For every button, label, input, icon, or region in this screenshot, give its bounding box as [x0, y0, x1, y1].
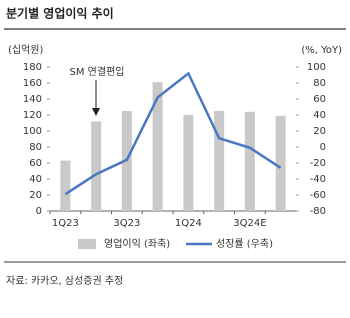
bar — [214, 111, 225, 211]
y2-tick-label: -40 — [310, 174, 326, 185]
y-tick-label: 20 — [29, 190, 42, 201]
y-tick-label: 160 — [23, 78, 42, 89]
bar — [91, 121, 102, 211]
y2-tick-label: 100 — [307, 62, 326, 73]
y2-tick-label: -60 — [310, 190, 326, 201]
y-tick-label: 80 — [29, 142, 42, 153]
bar — [275, 115, 286, 211]
y2-tick-label: 0 — [320, 142, 326, 153]
y-tick-label: 60 — [29, 158, 42, 169]
legend-label: 영업이익 (좌축) — [104, 237, 170, 250]
x-tick-label: 1Q24 — [175, 218, 202, 229]
y2-tick-label: 40 — [313, 110, 326, 121]
annotation-arrowhead — [92, 108, 100, 116]
y2-tick-label: 80 — [313, 78, 326, 89]
y-tick-label: 140 — [23, 94, 42, 105]
bar — [152, 82, 163, 211]
chart-title: 분기별 영업이익 추이 — [6, 6, 114, 21]
legend-swatch — [78, 239, 96, 249]
y-tick-label: 180 — [23, 62, 42, 73]
y2-tick-label: -80 — [310, 206, 326, 217]
legend-label: 성장률 (우축) — [216, 238, 273, 250]
y-tick-label: 40 — [29, 174, 42, 185]
x-tick-label: 3Q23 — [113, 218, 140, 229]
bar — [183, 115, 194, 211]
line — [64, 71, 282, 196]
x-tick-label: 1Q23 — [52, 218, 79, 229]
x-tick-label: 3Q24E — [233, 218, 266, 229]
y2-axis-title: (%, YoY) — [301, 45, 342, 56]
y2-tick-label: 60 — [313, 94, 326, 105]
source: 자료: 카카오, 삼성증권 추정 — [6, 275, 123, 287]
y-tick-label: 120 — [23, 110, 42, 121]
y2-tick-label: -20 — [310, 158, 326, 169]
bar — [60, 160, 71, 211]
y-axis-title: (십억원) — [8, 44, 44, 56]
y-tick-label: 0 — [36, 206, 42, 217]
y-tick-label: 100 — [23, 126, 42, 137]
annotation: SM 연결편입 — [70, 65, 125, 78]
y2-tick-label: 20 — [313, 126, 326, 137]
bar — [244, 111, 255, 211]
